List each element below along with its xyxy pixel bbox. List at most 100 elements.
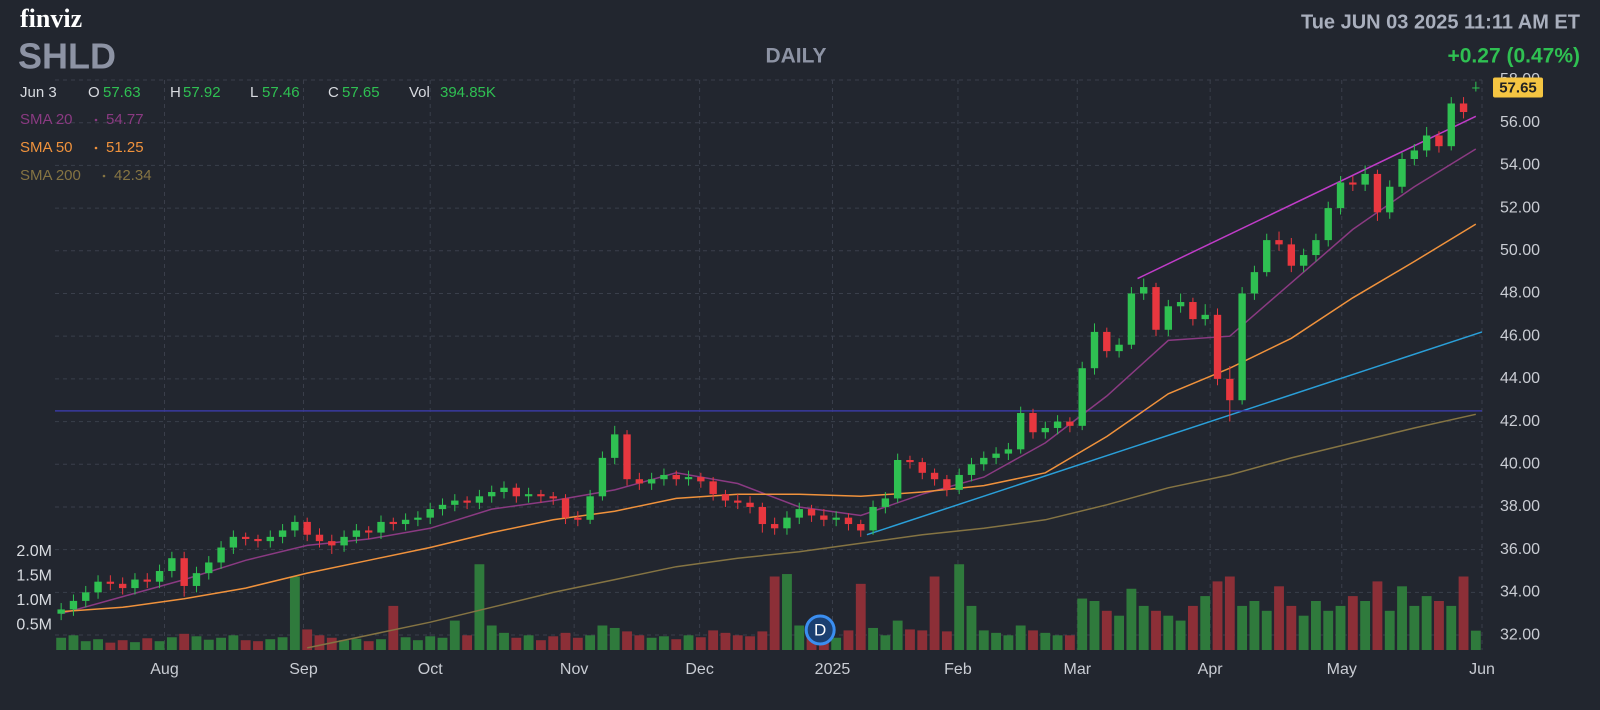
- volume-bar: [622, 631, 632, 650]
- volume-bar: [80, 641, 91, 650]
- candle-body: [1287, 244, 1296, 266]
- y-tick-label: 46.00: [1500, 327, 1540, 344]
- candle-body: [660, 474, 668, 480]
- volume-bar: [1089, 601, 1100, 650]
- x-tick-label: Sep: [289, 661, 318, 678]
- candle-body: [1422, 135, 1431, 151]
- candle-body: [131, 579, 139, 589]
- volume-bar: [339, 640, 350, 650]
- volume-bar: [572, 637, 583, 650]
- volume-bar: [179, 633, 190, 650]
- volume-bar: [1114, 615, 1125, 650]
- volume-bar: [253, 641, 263, 650]
- volume-bar: [499, 632, 509, 650]
- legend-entry: SMA 200: [20, 167, 81, 184]
- candle-body: [241, 536, 250, 539]
- candle-body: [512, 487, 521, 497]
- candle-body: [955, 474, 963, 490]
- legend-entry: SMA 20: [20, 111, 73, 128]
- candle-body: [770, 524, 779, 529]
- volume-bar: [720, 632, 731, 650]
- y-tick-label: 32.00: [1500, 626, 1540, 643]
- volume-bar: [1175, 620, 1186, 650]
- sma-line: [307, 413, 1476, 649]
- price-tag-label: 57.65: [1499, 79, 1537, 96]
- volume-bar: [1200, 596, 1211, 650]
- y-tick-label: 38.00: [1500, 498, 1540, 515]
- volume-bar: [732, 635, 743, 650]
- volume-bar: [351, 638, 362, 650]
- candle-body: [1115, 344, 1123, 352]
- volume-bar: [1064, 635, 1075, 650]
- volume-bar: [376, 639, 386, 650]
- candle-body: [57, 609, 65, 614]
- candle-body: [69, 600, 78, 610]
- volume-bar: [1298, 615, 1309, 650]
- volume-bar: [1286, 605, 1297, 650]
- volume-bar: [400, 637, 411, 650]
- legend-entry: SMA 50: [20, 139, 73, 156]
- volume-bar: [1360, 601, 1371, 650]
- candle-body: [389, 521, 397, 525]
- candle-body: [980, 457, 988, 465]
- y-tick-label: 40.00: [1500, 455, 1540, 472]
- volume-bar: [474, 564, 485, 650]
- x-tick-label: Dec: [685, 661, 713, 678]
- candle-body: [180, 558, 188, 586]
- candle-body: [1201, 314, 1209, 320]
- candle-body: [561, 498, 570, 518]
- volume-bar: [954, 564, 965, 650]
- candle-body: [217, 547, 225, 563]
- volume-bar: [240, 640, 251, 650]
- candle-body: [1078, 368, 1086, 426]
- candle-body: [1299, 255, 1308, 266]
- volume-bar: [597, 625, 608, 650]
- volume-bar: [1274, 586, 1284, 650]
- volume-bar: [1052, 635, 1063, 650]
- y-tick-label: 54.00: [1500, 157, 1540, 174]
- volume-bar: [1224, 576, 1235, 650]
- candle-body: [266, 536, 274, 542]
- candle-body: [684, 477, 693, 480]
- candle-body: [1398, 158, 1406, 187]
- x-tick-label: Apr: [1198, 661, 1224, 678]
- volume-bar: [326, 637, 337, 650]
- volume-bar: [1372, 581, 1383, 650]
- volume-bar: [93, 639, 103, 650]
- candle-body: [352, 530, 361, 537]
- candle-body: [1349, 182, 1357, 185]
- volume-bar: [511, 637, 522, 650]
- candle-body: [192, 573, 201, 586]
- x-tick-label: 2025: [815, 661, 851, 678]
- volume-bar: [1261, 610, 1272, 650]
- volume-bar: [363, 641, 374, 650]
- x-tick-label: Jun: [1469, 661, 1495, 678]
- volume-bar: [794, 625, 805, 650]
- volume-bar: [289, 576, 300, 650]
- candle-body: [500, 487, 508, 493]
- legend-label: H: [170, 84, 181, 101]
- candle-body: [229, 536, 238, 548]
- candle-body: [328, 541, 336, 546]
- volume-bar: [1421, 596, 1432, 650]
- candle-body: [1312, 240, 1320, 256]
- candle-body: [906, 460, 914, 463]
- volume-bar: [130, 642, 140, 650]
- candle-body: [1053, 421, 1062, 428]
- candle-body: [1041, 427, 1049, 433]
- volume-bar: [265, 639, 276, 650]
- volume-bar: [671, 639, 682, 650]
- candle-body: [881, 498, 890, 507]
- x-tick-label: Oct: [418, 661, 443, 678]
- candle-body: [869, 506, 877, 531]
- candle-body: [1226, 378, 1234, 401]
- candle-body: [992, 453, 1000, 458]
- candle-body: [1152, 287, 1160, 330]
- volume-bar: [782, 574, 792, 650]
- candle-body: [303, 521, 311, 535]
- y-tick-label: 34.00: [1500, 584, 1540, 601]
- volume-bar: [1470, 630, 1481, 650]
- x-tick-label: May: [1327, 661, 1357, 678]
- candle-body: [967, 464, 976, 475]
- volume-bar: [1163, 615, 1174, 650]
